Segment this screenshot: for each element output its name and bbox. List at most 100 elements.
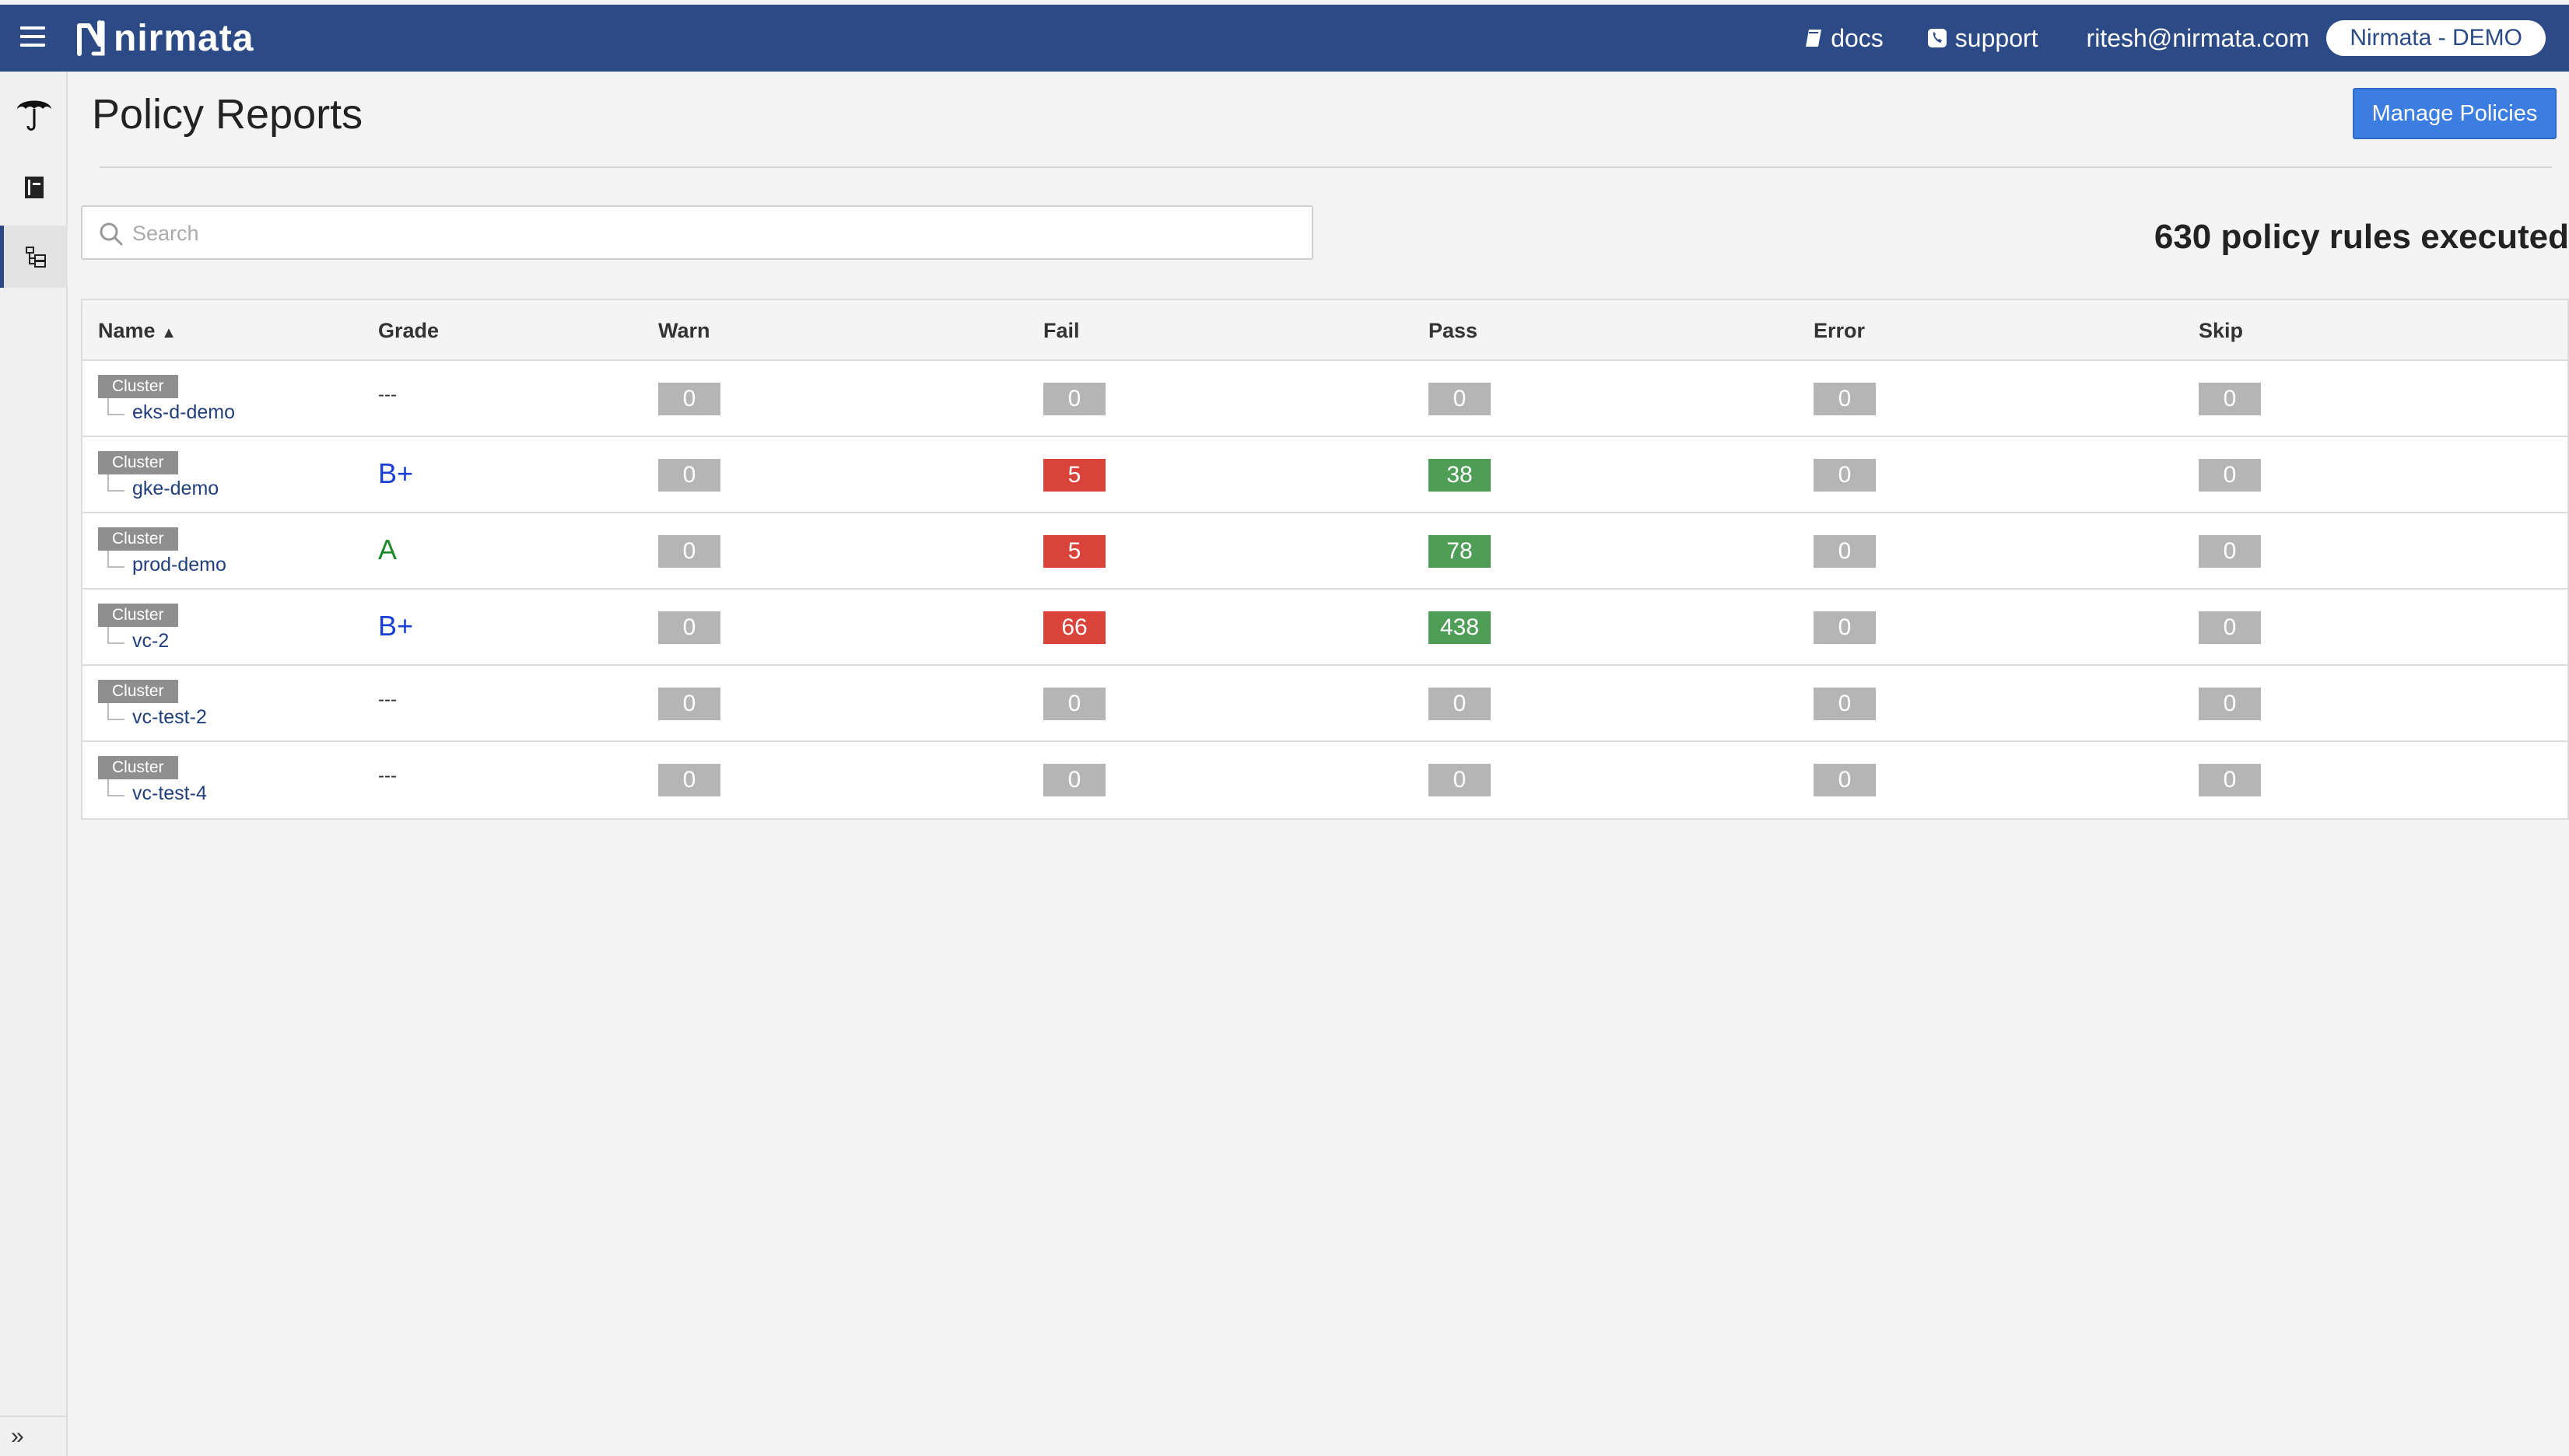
error-count-badge[interactable]: 0: [1814, 611, 1876, 644]
docs-link[interactable]: docs: [1804, 24, 1884, 53]
search-input[interactable]: [132, 212, 1299, 255]
skip-count-badge[interactable]: 0: [2199, 459, 2261, 492]
search-icon: [100, 222, 123, 246]
sidebar-item-policies[interactable]: [0, 81, 68, 143]
brand-logo[interactable]: nirmata: [72, 16, 254, 61]
phone-icon: [1927, 29, 1947, 47]
tree-list-icon: [26, 247, 46, 268]
support-link[interactable]: support: [1927, 24, 2038, 53]
skip-count-badge[interactable]: 0: [2199, 383, 2261, 415]
grade-value: ---: [378, 765, 397, 786]
title-divider: [100, 166, 2552, 168]
pass-count-badge[interactable]: 0: [1428, 688, 1491, 720]
table-row[interactable]: Cluster vc-2 B+ 0 66 438 0 0: [82, 590, 2567, 666]
sidebar-item-policy-reports[interactable]: [0, 226, 68, 288]
skip-count-badge[interactable]: 0: [2199, 764, 2261, 796]
grade-value: B+: [378, 457, 414, 489]
warn-count-badge[interactable]: 0: [658, 535, 720, 568]
column-header-fail[interactable]: Fail: [1043, 319, 1080, 342]
top-navigation-bar: nirmata docs support ritesh@nirmata.com …: [0, 5, 2569, 72]
tree-connector: [107, 474, 124, 492]
table-row[interactable]: Cluster vc-test-4 --- 0 0 0 0 0: [82, 742, 2567, 818]
grade-value: A: [378, 534, 398, 565]
cluster-type-tag: Cluster: [98, 375, 178, 398]
error-count-badge[interactable]: 0: [1814, 764, 1876, 796]
fail-count-badge[interactable]: 66: [1043, 611, 1106, 644]
column-header-warn[interactable]: Warn: [658, 319, 710, 342]
cluster-type-tag: Cluster: [98, 527, 178, 551]
fail-count-badge[interactable]: 5: [1043, 459, 1106, 492]
cluster-type-tag: Cluster: [98, 604, 178, 627]
column-header-error[interactable]: Error: [1814, 319, 1866, 342]
support-label: support: [1954, 23, 2038, 52]
cluster-type-tag: Cluster: [98, 680, 178, 703]
column-header-pass[interactable]: Pass: [1428, 319, 1478, 342]
error-count-badge[interactable]: 0: [1814, 383, 1876, 415]
table-row[interactable]: Cluster prod-demo A 0 5 78 0 0: [82, 513, 2567, 590]
cluster-name-link[interactable]: vc-test-2: [132, 706, 207, 728]
table-row[interactable]: Cluster gke-demo B+ 0 5 38 0 0: [82, 437, 2567, 513]
error-count-badge[interactable]: 0: [1814, 688, 1876, 720]
warn-count-badge[interactable]: 0: [658, 383, 720, 415]
error-count-badge[interactable]: 0: [1814, 459, 1876, 492]
manage-policies-button[interactable]: Manage Policies: [2353, 88, 2557, 139]
sidebar-expand-button[interactable]: »: [0, 1416, 68, 1456]
cluster-type-tag: Cluster: [98, 451, 178, 474]
book-icon: [24, 177, 44, 198]
fail-count-badge[interactable]: 0: [1043, 764, 1106, 796]
fail-count-badge[interactable]: 0: [1043, 383, 1106, 415]
left-sidebar: »: [0, 72, 68, 1456]
umbrella-icon: [16, 100, 51, 131]
tree-connector: [107, 703, 124, 720]
docs-label: docs: [1831, 23, 1884, 52]
warn-count-badge[interactable]: 0: [658, 611, 720, 644]
top-right-nav: docs support ritesh@nirmata.com Nirmata …: [1761, 5, 2546, 72]
pass-count-badge[interactable]: 0: [1428, 764, 1491, 796]
org-selector[interactable]: Nirmata - DEMO: [2326, 20, 2546, 56]
hamburger-menu-icon[interactable]: [20, 26, 45, 50]
warn-count-badge[interactable]: 0: [658, 459, 720, 492]
table-row[interactable]: Cluster eks-d-demo --- 0 0 0 0 0: [82, 361, 2567, 437]
cluster-name-link[interactable]: vc-2: [132, 630, 170, 652]
skip-count-badge[interactable]: 0: [2199, 688, 2261, 720]
tree-connector: [107, 779, 124, 796]
grade-value: ---: [378, 384, 397, 405]
cluster-name-link[interactable]: eks-d-demo: [132, 401, 235, 423]
column-header-skip[interactable]: Skip: [2199, 319, 2244, 342]
tree-connector: [107, 627, 124, 644]
table-row[interactable]: Cluster vc-test-2 --- 0 0 0 0 0: [82, 666, 2567, 742]
column-header-name-label: Name: [98, 319, 156, 342]
sort-ascending-icon: ▲: [161, 324, 177, 341]
cluster-name-link[interactable]: gke-demo: [132, 478, 219, 499]
error-count-badge[interactable]: 0: [1814, 535, 1876, 568]
brand-name: nirmata: [114, 17, 254, 59]
pass-count-badge[interactable]: 438: [1428, 611, 1491, 644]
page-title: Policy Reports: [92, 91, 363, 138]
column-header-grade[interactable]: Grade: [378, 319, 440, 342]
pass-count-badge[interactable]: 78: [1428, 535, 1491, 568]
warn-count-badge[interactable]: 0: [658, 764, 720, 796]
sidebar-item-reports[interactable]: [0, 157, 68, 219]
search-box[interactable]: [81, 205, 1313, 260]
tree-connector: [107, 551, 124, 568]
column-header-name[interactable]: Name ▲: [98, 319, 177, 343]
cluster-name-link[interactable]: prod-demo: [132, 554, 226, 576]
rules-executed-summary: 630 policy rules executed: [2154, 218, 2569, 256]
policy-reports-table: Name ▲ Grade Warn Fail Pass Error Skip C…: [81, 299, 2569, 820]
grade-value: ---: [378, 689, 397, 710]
cluster-name-link[interactable]: vc-test-4: [132, 782, 207, 804]
nirmata-logo-icon: [77, 20, 105, 56]
warn-count-badge[interactable]: 0: [658, 688, 720, 720]
pass-count-badge[interactable]: 38: [1428, 459, 1491, 492]
user-email[interactable]: ritesh@nirmata.com: [2086, 23, 2310, 52]
tree-connector: [107, 398, 124, 415]
book-icon: [1806, 30, 1822, 47]
table-header: Name ▲ Grade Warn Fail Pass Error Skip: [82, 300, 2567, 361]
skip-count-badge[interactable]: 0: [2199, 611, 2261, 644]
cluster-type-tag: Cluster: [98, 756, 178, 779]
fail-count-badge[interactable]: 5: [1043, 535, 1106, 568]
fail-count-badge[interactable]: 0: [1043, 688, 1106, 720]
grade-value: B+: [378, 610, 414, 642]
pass-count-badge[interactable]: 0: [1428, 383, 1491, 415]
skip-count-badge[interactable]: 0: [2199, 535, 2261, 568]
